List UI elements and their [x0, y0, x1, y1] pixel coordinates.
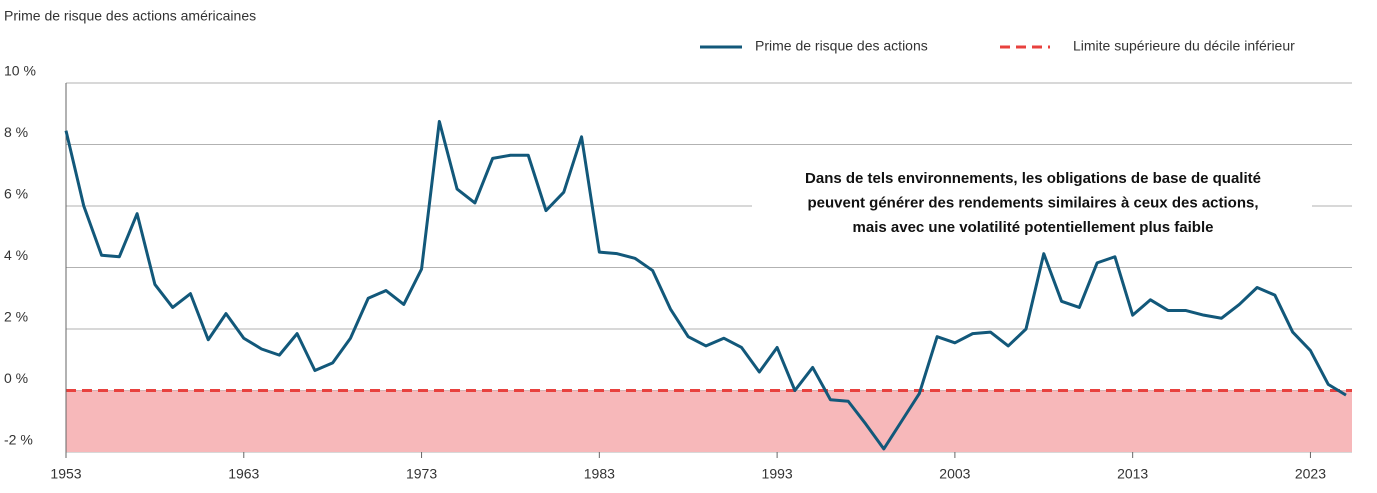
annotation-bg	[752, 217, 1312, 239]
annotation: peuvent générer des rendements similaire…	[807, 194, 1258, 211]
x-tick-label: 1973	[406, 466, 437, 482]
y-tick-label: 8 %	[4, 124, 28, 140]
x-tick-label: 1983	[584, 466, 615, 482]
annotation: Dans de tels environnements, les obligat…	[805, 170, 1261, 187]
series-line	[64, 119, 1347, 451]
y-tick-label: 10 %	[4, 63, 36, 79]
y-tick-label: 2 %	[4, 309, 28, 325]
annotation-bg	[752, 192, 1312, 215]
threshold-band	[66, 390, 1352, 452]
annotation: mais avec une volatilité potentiellement…	[853, 219, 1214, 236]
y-tick-label: 0 %	[4, 370, 28, 386]
legend-label: Limite supérieure du décile inférieur	[1073, 38, 1295, 54]
x-tick-label: 2003	[939, 466, 970, 482]
x-tick-label: 1963	[228, 466, 259, 482]
x-tick-label: 1953	[50, 466, 81, 482]
legend-label: Prime de risque des actions	[755, 38, 928, 54]
x-tick-label: 2013	[1117, 466, 1148, 482]
y-tick-label: 6 %	[4, 186, 28, 202]
x-tick-label: 2023	[1295, 466, 1326, 482]
legend: Prime de risque des actions Limite supéri…	[700, 38, 1295, 54]
x-tick-label: 1993	[762, 466, 793, 482]
annotation-bg	[752, 168, 1312, 190]
y-tick-label: -2 %	[4, 432, 33, 448]
chart-title: Prime de risque des actions américaines	[4, 8, 256, 24]
y-tick-label: 4 %	[4, 247, 28, 263]
